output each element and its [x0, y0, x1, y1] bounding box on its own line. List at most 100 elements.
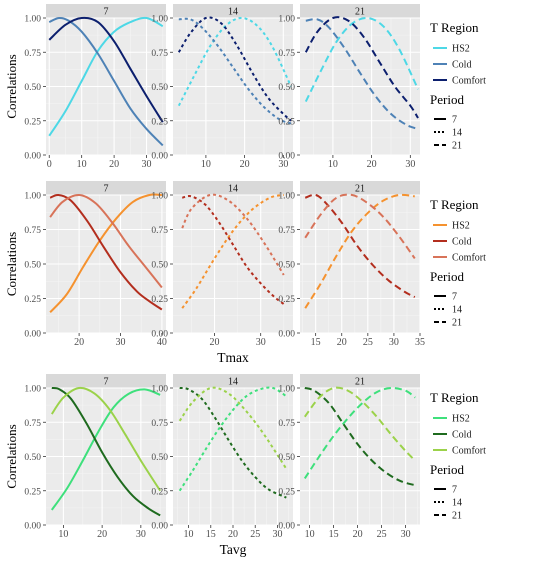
series-line-comfort — [181, 193, 285, 276]
y-tick-label: 0.00 — [151, 330, 168, 340]
facet-strip — [300, 4, 420, 18]
facet-strip-label: 7 — [104, 184, 109, 195]
y-tick-label: 0.25 — [151, 487, 168, 497]
y-tick-label: 1.00 — [278, 15, 295, 25]
facet-panel-21: 21 10 15 20 25 30 0.00 0.25 0.50 0.75 1.00 — [278, 374, 420, 540]
y-tick-label: 0.00 — [278, 330, 295, 340]
facet-strip-label: 7 — [104, 377, 109, 388]
y-tick-label: 0.00 — [24, 330, 41, 340]
series-line-comfort — [304, 16, 419, 119]
legend-region-label: HS2 — [452, 44, 470, 55]
y-tick-label: 0.50 — [24, 453, 41, 463]
legend-region-label: Comfort — [452, 76, 486, 87]
series-line-cold — [179, 387, 287, 499]
y-tick-label: 0.75 — [278, 226, 295, 236]
legend-region-label: HS2 — [452, 221, 470, 232]
x-axis-title: Tavg — [220, 542, 247, 557]
y-tick-label: 0.25 — [24, 295, 41, 305]
y-tick-label: 0.00 — [24, 152, 41, 162]
y-tick-label: 0.75 — [151, 49, 168, 59]
legend-region-label: Cold — [452, 430, 471, 441]
x-tick-label: 20 — [353, 529, 363, 540]
y-tick-label: 0.25 — [151, 295, 168, 305]
y-tick-label: 0.75 — [24, 49, 41, 59]
facet-strip — [46, 181, 166, 195]
y-tick-label: 1.00 — [278, 385, 295, 395]
facet-strip — [46, 4, 166, 18]
y-tick-label: 0.75 — [151, 419, 168, 429]
x-tick-label: 30 — [278, 159, 288, 170]
legend-period-label: 7 — [452, 115, 457, 126]
y-tick-label: 0.50 — [24, 83, 41, 93]
facet-panel-7: 7 10 20 30 0.00 0.25 0.50 0.75 1.00 — [24, 374, 166, 540]
facet-strip — [300, 181, 420, 195]
x-tick-label: 10 — [201, 159, 211, 170]
x-tick-label: 30 — [401, 529, 411, 540]
legend-period-label: 21 — [452, 141, 462, 152]
legend-row-2: T Region HS2 Cold Comfort Period 7 14 21 — [430, 197, 486, 329]
y-tick-label: 0.75 — [278, 419, 295, 429]
facet-strip — [173, 181, 293, 195]
series-line-cold — [304, 193, 416, 299]
series-line-comfort — [50, 386, 162, 492]
y-tick-label: 0.25 — [24, 487, 41, 497]
facet-strip — [173, 4, 293, 18]
y-tick-label: 1.00 — [151, 385, 168, 395]
x-tick-label: 20 — [228, 529, 238, 540]
legend-period-label: 14 — [452, 128, 462, 139]
facet-strip-label: 14 — [228, 184, 238, 195]
y-tick-label: 0.75 — [151, 226, 168, 236]
series-line-hs2 — [49, 193, 162, 313]
x-tick-label: 20 — [240, 159, 250, 170]
x-tick-label: 30 — [405, 159, 415, 170]
series-line-comfort — [49, 194, 163, 289]
x-tick-label: 30 — [115, 337, 125, 348]
series-line-hs2 — [304, 193, 415, 309]
facet-strip-label: 14 — [228, 377, 238, 388]
x-tick-label: 25 — [363, 337, 373, 348]
x-tick-label: 0 — [47, 159, 52, 170]
y-tick-label: 1.00 — [24, 15, 41, 25]
y-axis-title: Correlations — [4, 232, 19, 296]
x-tick-label: 30 — [389, 337, 399, 348]
legend-region-title: T Region — [430, 20, 479, 35]
y-tick-label: 0.25 — [278, 295, 295, 305]
y-tick-label: 1.00 — [24, 192, 41, 202]
legend-region-title: T Region — [430, 197, 479, 212]
facet-panel-14: 14 20 30 0.00 0.25 0.50 0.75 1.00 — [151, 181, 293, 348]
series-line-hs2 — [181, 194, 284, 309]
legend-row-3: T Region HS2 Cold Comfort Period 7 14 21 — [430, 390, 486, 522]
series-line-hs2 — [178, 386, 287, 492]
y-tick-label: 0.00 — [278, 152, 295, 162]
legend-region-label: Comfort — [452, 253, 486, 264]
facet-strip-label: 14 — [228, 7, 238, 18]
legend-period-label: 14 — [452, 305, 462, 316]
x-tick-label: 15 — [206, 529, 216, 540]
x-tick-label: 20 — [97, 529, 107, 540]
x-tick-label: 25 — [250, 529, 260, 540]
y-tick-label: 0.50 — [151, 261, 168, 271]
facet-strip-label: 21 — [355, 184, 365, 195]
legend-period-label: 21 — [452, 318, 462, 329]
series-line-hs2 — [304, 16, 419, 103]
x-tick-label: 25 — [377, 529, 387, 540]
y-tick-label: 0.50 — [278, 261, 295, 271]
series-line-hs2 — [303, 386, 416, 479]
x-axis-title: Tmax — [217, 350, 249, 365]
legend-period-label: 14 — [452, 498, 462, 509]
series-line-cold — [51, 387, 161, 517]
x-tick-label: 20 — [210, 337, 220, 348]
facet-strip-label: 7 — [104, 7, 109, 18]
legend-region-label: Comfort — [452, 446, 486, 457]
facet-strip — [173, 374, 293, 388]
y-axis-title: Correlations — [4, 424, 19, 488]
x-tick-label: 10 — [305, 529, 315, 540]
